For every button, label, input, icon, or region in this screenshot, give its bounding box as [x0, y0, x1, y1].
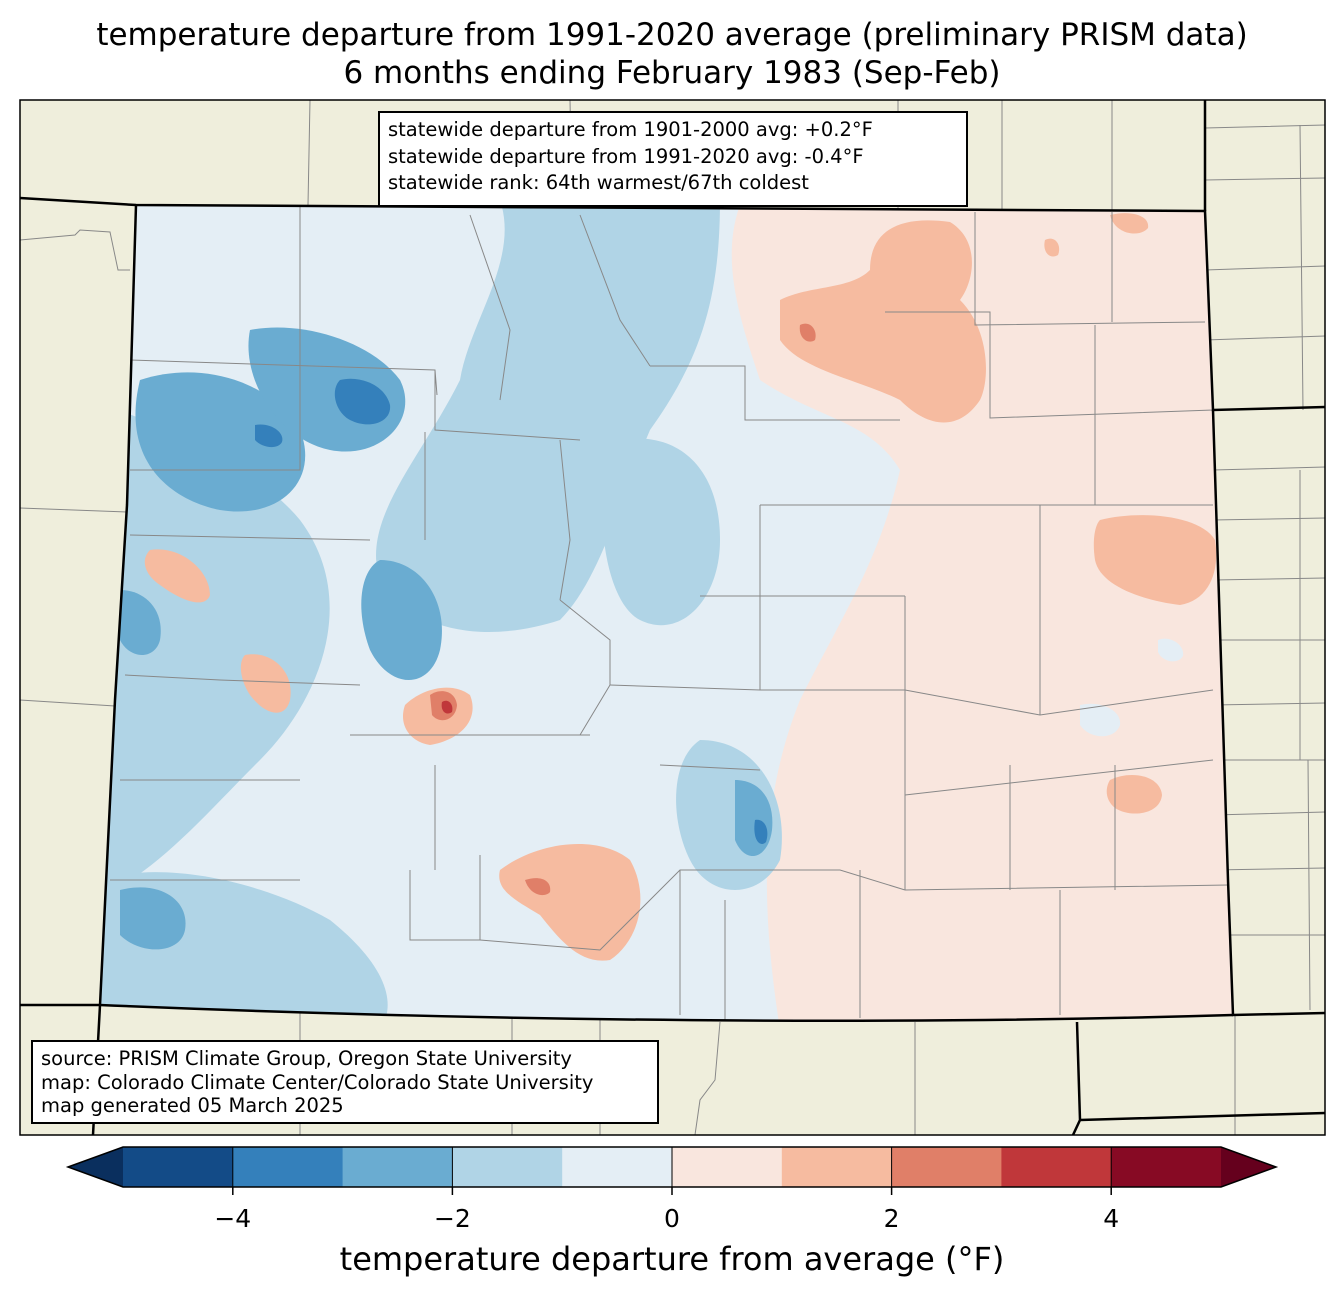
map-frame	[19, 99, 1326, 1136]
colorado-anomaly-field	[100, 205, 1233, 1021]
map-title-line-2: 6 months ending February 1983 (Sep-Feb)	[343, 55, 1001, 91]
source-line-3: map generated 05 March 2025	[41, 1094, 344, 1117]
colorbar-tick-label: −2	[433, 1204, 471, 1233]
stats-line-1: statewide departure from 1901-2000 avg: …	[388, 118, 873, 141]
stats-line-3: statewide rank: 64th warmest/67th coldes…	[388, 171, 809, 194]
map-title-line-1: temperature departure from 1991-2020 ave…	[96, 17, 1248, 53]
colorbar-tick-label: 2	[883, 1204, 900, 1233]
source-line-2: map: Colorado Climate Center/Colorado St…	[41, 1070, 594, 1094]
colorbar-tick-label: 4	[1103, 1204, 1120, 1233]
stats-line-2: statewide departure from 1991-2020 avg: …	[388, 144, 864, 168]
source-credit-box: source: PRISM Climate Group, Oregon Stat…	[31, 1040, 659, 1124]
state-borders	[20, 100, 1325, 1135]
source-line-1: source: PRISM Climate Group, Oregon Stat…	[41, 1047, 572, 1070]
colorbar-tick-label: −4	[214, 1204, 252, 1233]
colorbar-tick-label: 0	[664, 1204, 680, 1233]
colorbar-label: temperature departure from average (°F)	[339, 1240, 1005, 1278]
statewide-stats-box: statewide departure from 1901-2000 avg: …	[378, 111, 968, 207]
colorado-county-lines	[110, 205, 1229, 1020]
